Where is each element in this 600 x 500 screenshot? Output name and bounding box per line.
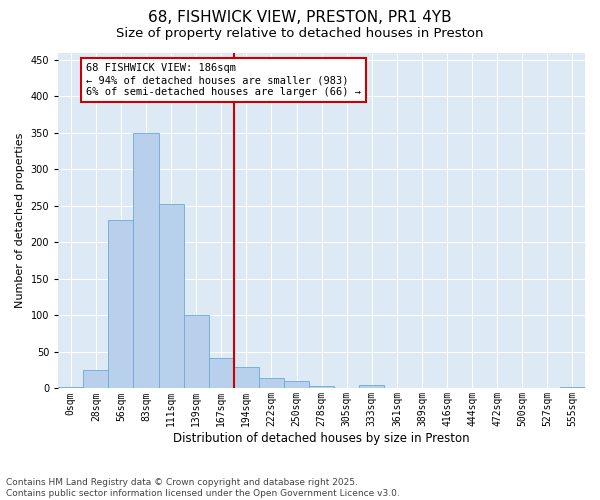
Bar bbox=[259, 378, 284, 388]
Bar bbox=[109, 220, 133, 388]
Bar bbox=[309, 386, 334, 388]
Text: Contains HM Land Registry data © Crown copyright and database right 2025.
Contai: Contains HM Land Registry data © Crown c… bbox=[6, 478, 400, 498]
Bar bbox=[209, 358, 234, 388]
Bar bbox=[133, 133, 158, 388]
Y-axis label: Number of detached properties: Number of detached properties bbox=[15, 133, 25, 308]
X-axis label: Distribution of detached houses by size in Preston: Distribution of detached houses by size … bbox=[173, 432, 470, 445]
Bar bbox=[284, 381, 309, 388]
Bar bbox=[184, 314, 209, 388]
Text: 68 FISHWICK VIEW: 186sqm
← 94% of detached houses are smaller (983)
6% of semi-d: 68 FISHWICK VIEW: 186sqm ← 94% of detach… bbox=[86, 64, 361, 96]
Bar bbox=[58, 387, 83, 388]
Bar bbox=[83, 370, 109, 388]
Bar bbox=[359, 386, 385, 388]
Bar bbox=[234, 367, 259, 388]
Bar bbox=[560, 387, 585, 388]
Text: Size of property relative to detached houses in Preston: Size of property relative to detached ho… bbox=[116, 28, 484, 40]
Bar bbox=[158, 204, 184, 388]
Text: 68, FISHWICK VIEW, PRESTON, PR1 4YB: 68, FISHWICK VIEW, PRESTON, PR1 4YB bbox=[148, 10, 452, 25]
